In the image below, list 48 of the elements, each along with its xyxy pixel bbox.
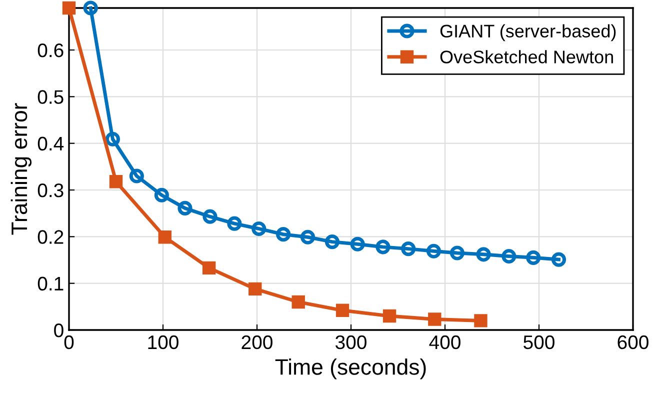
point	[158, 230, 172, 244]
point	[300, 230, 316, 244]
y-tick-label: 0.3	[38, 183, 64, 198]
point	[178, 200, 192, 216]
point	[292, 295, 305, 309]
point	[202, 261, 216, 275]
point	[526, 250, 541, 265]
y-tick-label: 0.5	[38, 90, 64, 104]
legend-label: GIANT (server-based)	[440, 24, 616, 42]
point	[382, 309, 396, 323]
point	[83, 0, 98, 16]
point	[502, 248, 516, 264]
x-axis-title: Time (seconds)	[275, 358, 426, 380]
point	[551, 252, 566, 267]
x-tick-label: 300	[336, 335, 366, 350]
point	[350, 236, 365, 252]
point	[248, 282, 262, 296]
point	[109, 175, 123, 188]
y-tick-label: 0	[54, 323, 64, 338]
x-tick-label: 200	[242, 335, 272, 350]
x-tick-label: 500	[524, 335, 554, 350]
legend-label: OveSketched Newton	[440, 50, 613, 64]
point	[154, 188, 169, 202]
point	[474, 314, 488, 328]
y-tick-label: 0.1	[38, 276, 64, 291]
x-tick-label: 0	[64, 335, 74, 350]
point	[376, 240, 390, 254]
point	[476, 247, 491, 262]
point	[336, 304, 350, 317]
point	[276, 227, 291, 242]
x-tick-label: 400	[429, 335, 460, 350]
point	[62, 1, 76, 15]
point	[202, 209, 218, 224]
point	[450, 246, 465, 260]
y-tick-label: 0.4	[38, 136, 64, 151]
point	[324, 234, 340, 250]
point	[129, 168, 144, 184]
x-tick-label: 600	[618, 335, 648, 350]
x-tick-label: 100	[148, 335, 178, 350]
point	[426, 244, 442, 258]
y-axis-title: Training error	[10, 103, 32, 235]
y-tick-label: 0.2	[38, 230, 64, 244]
y-tick-label: 0.6	[38, 43, 64, 58]
point	[252, 221, 266, 236]
point	[227, 216, 242, 231]
point	[428, 312, 442, 326]
point	[401, 242, 416, 256]
point	[105, 132, 120, 146]
